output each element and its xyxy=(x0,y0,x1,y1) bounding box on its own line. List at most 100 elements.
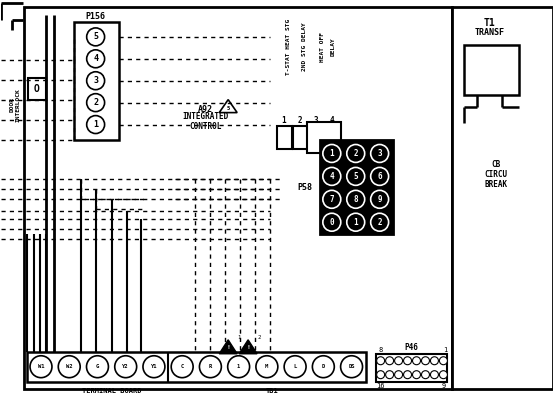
Circle shape xyxy=(430,357,438,365)
Circle shape xyxy=(371,213,388,231)
Text: G: G xyxy=(96,364,99,369)
Circle shape xyxy=(377,371,384,379)
Text: 2: 2 xyxy=(93,98,98,107)
Polygon shape xyxy=(219,340,237,354)
Text: A92: A92 xyxy=(198,105,213,114)
Bar xyxy=(277,126,292,149)
Circle shape xyxy=(413,357,420,365)
Circle shape xyxy=(430,371,438,379)
Text: 3: 3 xyxy=(377,149,382,158)
Text: O: O xyxy=(34,84,40,94)
Circle shape xyxy=(371,167,388,185)
Text: TERMINAL BOARD: TERMINAL BOARD xyxy=(82,387,141,394)
Circle shape xyxy=(143,356,165,378)
Circle shape xyxy=(422,371,429,379)
Bar xyxy=(376,354,448,382)
Text: D: D xyxy=(322,364,325,369)
Circle shape xyxy=(312,356,334,378)
Text: 5: 5 xyxy=(353,172,358,181)
Bar xyxy=(325,126,340,149)
Circle shape xyxy=(323,190,341,208)
Circle shape xyxy=(377,357,384,365)
Text: 2ND STG DELAY: 2ND STG DELAY xyxy=(302,23,307,71)
Text: Y1: Y1 xyxy=(151,364,157,369)
Text: 8: 8 xyxy=(378,347,383,353)
Bar xyxy=(74,22,119,139)
Circle shape xyxy=(386,357,393,365)
Bar xyxy=(24,7,453,389)
Circle shape xyxy=(347,190,365,208)
Circle shape xyxy=(323,167,341,185)
Circle shape xyxy=(403,371,412,379)
Circle shape xyxy=(347,213,365,231)
Text: R: R xyxy=(209,364,212,369)
Text: Y2: Y2 xyxy=(122,364,129,369)
Text: 3: 3 xyxy=(93,76,98,85)
Text: P156: P156 xyxy=(86,12,106,21)
Text: DELAY: DELAY xyxy=(330,38,335,56)
Text: 1: 1 xyxy=(443,347,448,353)
Text: 2: 2 xyxy=(297,116,302,125)
Circle shape xyxy=(347,167,365,185)
Text: 9: 9 xyxy=(442,383,445,389)
Circle shape xyxy=(86,28,105,46)
Text: !: ! xyxy=(226,345,230,350)
Circle shape xyxy=(394,371,403,379)
Text: 4: 4 xyxy=(330,172,334,181)
Text: C: C xyxy=(181,364,184,369)
Text: P46: P46 xyxy=(404,343,418,352)
Text: P58: P58 xyxy=(297,183,312,192)
Circle shape xyxy=(341,356,362,378)
Text: CB: CB xyxy=(491,160,501,169)
Text: CIRCU: CIRCU xyxy=(485,170,508,179)
Circle shape xyxy=(323,213,341,231)
Text: 6: 6 xyxy=(377,172,382,181)
Text: 2: 2 xyxy=(353,149,358,158)
Text: 1: 1 xyxy=(281,116,286,125)
Text: 0: 0 xyxy=(330,218,334,227)
Text: T1: T1 xyxy=(484,18,495,28)
Circle shape xyxy=(439,371,448,379)
Text: 3: 3 xyxy=(314,116,318,125)
Bar xyxy=(27,352,366,382)
Text: T-STAT HEAT STG: T-STAT HEAT STG xyxy=(286,19,291,75)
Circle shape xyxy=(347,145,365,162)
Circle shape xyxy=(403,357,412,365)
Bar xyxy=(464,45,519,95)
Circle shape xyxy=(394,357,403,365)
Text: 1: 1 xyxy=(353,218,358,227)
Text: HEAT OFF: HEAT OFF xyxy=(320,32,325,62)
Circle shape xyxy=(256,356,278,378)
Text: TRANSF: TRANSF xyxy=(474,28,504,38)
Circle shape xyxy=(386,371,393,379)
Bar xyxy=(293,126,308,149)
Circle shape xyxy=(422,357,429,365)
Circle shape xyxy=(86,94,105,112)
Text: 1: 1 xyxy=(237,335,240,340)
Text: 5: 5 xyxy=(93,32,98,41)
Text: 7: 7 xyxy=(330,195,334,204)
Circle shape xyxy=(199,356,222,378)
Circle shape xyxy=(284,356,306,378)
Text: 2: 2 xyxy=(257,335,260,340)
Circle shape xyxy=(86,116,105,134)
Text: INTEGRATED
CONTROL: INTEGRATED CONTROL xyxy=(182,112,228,131)
Circle shape xyxy=(371,190,388,208)
Circle shape xyxy=(86,50,105,68)
Text: BREAK: BREAK xyxy=(485,180,508,189)
Text: 1: 1 xyxy=(93,120,98,129)
Text: M: M xyxy=(265,364,269,369)
Bar xyxy=(453,7,553,389)
Text: 2: 2 xyxy=(377,218,382,227)
Text: 1: 1 xyxy=(237,364,240,369)
Bar xyxy=(320,139,393,234)
Text: TB1: TB1 xyxy=(265,387,279,394)
Bar xyxy=(28,78,46,100)
Text: DS: DS xyxy=(348,364,355,369)
Text: 16: 16 xyxy=(376,383,385,389)
Polygon shape xyxy=(239,340,257,354)
Circle shape xyxy=(115,356,137,378)
Circle shape xyxy=(86,72,105,90)
Text: 9: 9 xyxy=(377,195,382,204)
Circle shape xyxy=(439,357,448,365)
